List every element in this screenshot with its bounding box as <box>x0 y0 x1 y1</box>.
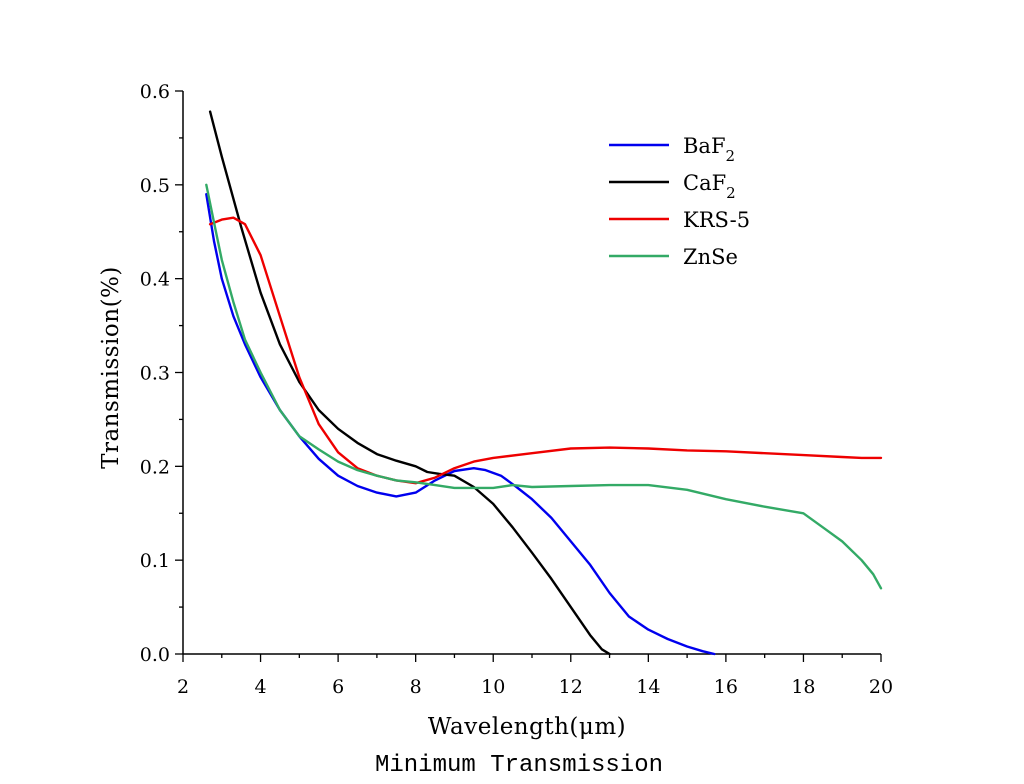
y-tick-label: 0.0 <box>140 644 170 666</box>
legend-label-caf: CaF2 <box>683 171 736 202</box>
x-tick-label: 14 <box>636 676 660 698</box>
x-tick-label: 6 <box>332 676 344 698</box>
y-tick-label: 0.1 <box>140 550 170 572</box>
plot-lines <box>205 110 883 656</box>
legend-label-znse: ZnSe <box>683 245 738 269</box>
x-tick-label: 2 <box>177 676 189 698</box>
legend-label-krs-5: KRS-5 <box>683 208 750 232</box>
x-tick-label: 16 <box>714 676 738 698</box>
axes: 2 4 6 8 10 12 14 16 18 20 0.0 0.1 0.2 0.3 0.4 0.5 0.6 <box>140 81 893 698</box>
x-tick-label: 10 <box>481 676 505 698</box>
legend-subscript: 2 <box>726 184 736 202</box>
x-tick-label: 18 <box>791 676 815 698</box>
x-tick-label: 12 <box>559 676 583 698</box>
x-tick-label: 8 <box>410 676 422 698</box>
y-tick-label: 0.5 <box>140 175 170 197</box>
x-tick-label: 4 <box>255 676 267 698</box>
legend: BaF2 CaF2 KRS-5 ZnSe <box>609 134 750 269</box>
y-tick-label: 0.2 <box>140 456 170 478</box>
series-line-znse <box>205 183 883 590</box>
series-line-caf <box>208 110 611 656</box>
series-line-baf <box>205 192 716 656</box>
series-line-krs-5 <box>208 216 883 485</box>
x-tick-label: 20 <box>869 676 893 698</box>
legend-label-baf: BaF2 <box>683 134 735 165</box>
chart-title: Minimum Transmission <box>375 752 663 779</box>
legend-subscript: 2 <box>726 147 736 165</box>
x-axis-title: Wavelength(μm) <box>428 714 626 740</box>
y-axis-title: Transmission(%) <box>98 266 124 469</box>
y-tick-label: 0.3 <box>140 363 170 385</box>
y-tick-label: 0.6 <box>140 81 170 103</box>
y-tick-label: 0.4 <box>140 269 170 291</box>
